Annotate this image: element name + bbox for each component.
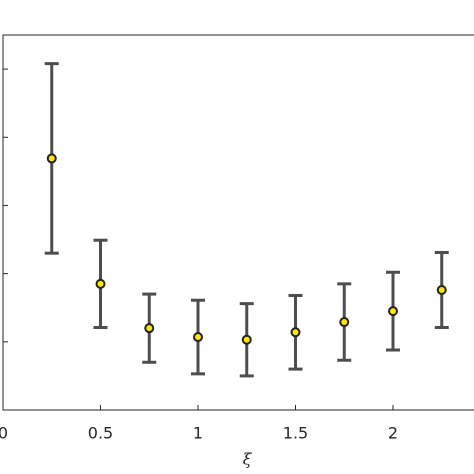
x-axis-label: ξ (243, 450, 253, 469)
marker (144, 323, 155, 334)
marker (95, 278, 106, 289)
marker (241, 334, 252, 345)
axes-box (2, 34, 474, 411)
x-tick-label: 1 (193, 424, 203, 443)
marker (290, 327, 301, 338)
x-tick-label: 1.5 (283, 424, 308, 443)
marker (193, 332, 203, 343)
x-tick-label: 0 (0, 424, 8, 443)
x-tick-label: 0.5 (88, 424, 113, 443)
marker (46, 153, 57, 164)
marker (436, 285, 447, 295)
x-tick-label: 2 (388, 424, 398, 443)
marker (339, 317, 350, 328)
marker (388, 306, 398, 317)
